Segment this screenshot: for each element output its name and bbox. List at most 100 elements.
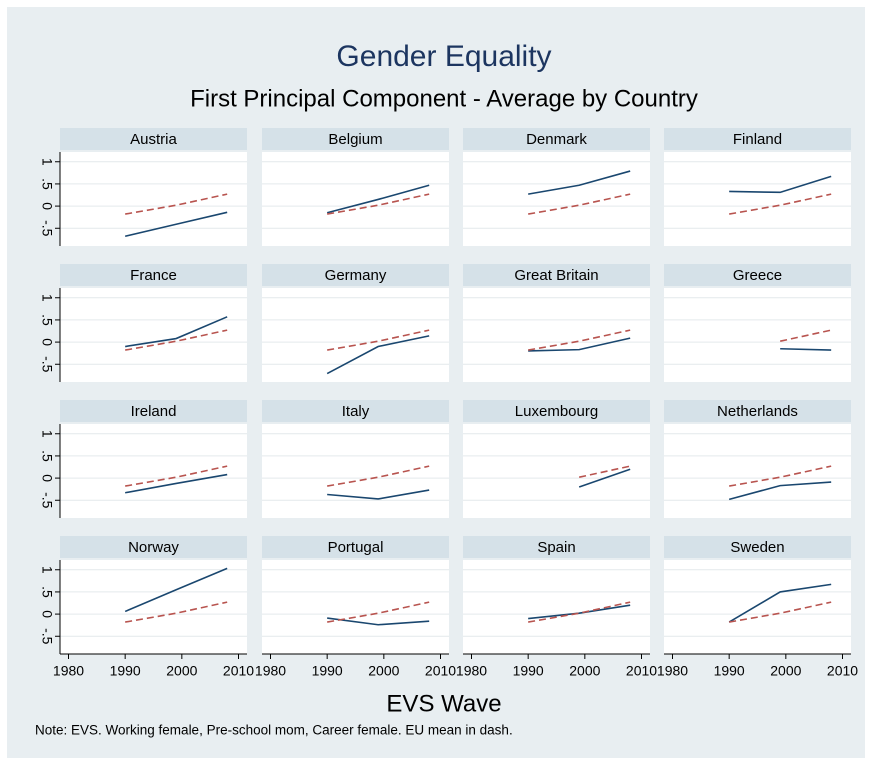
panel-title-bar [463, 264, 650, 286]
plot-area [463, 152, 650, 246]
panel-title-bar [262, 128, 449, 150]
panel-title: Spain [537, 539, 575, 556]
plot-area [60, 288, 247, 382]
series-line [528, 193, 631, 215]
panel-title-bar [60, 400, 247, 422]
x-tick-label: 2000 [569, 663, 600, 679]
series-line [528, 329, 631, 351]
note: Note: EVS. Working female, Pre-school mo… [35, 723, 513, 738]
series-line [728, 583, 832, 623]
series-line [125, 316, 228, 348]
x-tick-label: 1990 [714, 663, 745, 679]
y-tick-label: .5 [39, 178, 55, 190]
panel-title: Germany [325, 267, 387, 284]
series-line [578, 465, 631, 478]
panel-title: Ireland [131, 403, 177, 420]
panel-title-bar [664, 400, 851, 422]
panel-title: Netherlands [717, 403, 798, 420]
series-line [124, 211, 228, 238]
series-line [124, 567, 228, 613]
panel-title-bar [463, 400, 650, 422]
plot-area [60, 560, 247, 654]
chart-subtitle: First Principal Component - Average by C… [190, 85, 698, 112]
panel-title: Belgium [328, 131, 382, 148]
panel-title-bar [463, 536, 650, 558]
y-tick-label: -.5 [39, 492, 55, 509]
series-line [125, 473, 228, 494]
y-tick-label: 0 [39, 610, 55, 618]
panel-title-bar [463, 128, 650, 150]
plot-area [262, 288, 449, 382]
panel-title: Finland [733, 131, 782, 148]
series-line [125, 193, 228, 215]
x-tick-label: 1980 [53, 663, 84, 679]
series-line [326, 335, 430, 375]
panel-title-bar [60, 128, 247, 150]
panel-title-bar [664, 264, 851, 286]
y-tick-label: .5 [39, 450, 55, 462]
x-tick-label: 2000 [166, 663, 197, 679]
series-line [327, 601, 430, 623]
y-tick-label: 0 [39, 474, 55, 482]
panel-title-bar [60, 264, 247, 286]
x-tick-label: 2010 [425, 663, 456, 679]
panel-title-bar [262, 400, 449, 422]
x-tick-label: 1980 [456, 663, 487, 679]
series-line [528, 337, 631, 352]
panel-title-bar [664, 536, 851, 558]
panel-title: Italy [342, 403, 370, 420]
y-tick-label: -.5 [39, 628, 55, 645]
panel-title: Sweden [730, 539, 784, 556]
panel-title: Great Britain [514, 267, 598, 284]
x-tick-label: 1990 [513, 663, 544, 679]
y-tick-label: 1 [39, 566, 55, 574]
x-axis-label: EVS Wave [386, 690, 501, 717]
plot-area [262, 424, 449, 518]
series-line [327, 465, 430, 487]
x-tick-label: 2010 [827, 663, 858, 679]
plot-area [664, 424, 851, 518]
y-tick-label: 0 [39, 338, 55, 346]
plot-area [664, 560, 851, 654]
y-tick-label: -.5 [39, 356, 55, 373]
y-tick-label: 0 [39, 202, 55, 210]
plot-area [60, 152, 247, 246]
x-tick-label: 1990 [312, 663, 343, 679]
series-line [125, 601, 228, 623]
series-line [729, 601, 832, 623]
panel-title: Norway [128, 539, 179, 556]
series-line [326, 184, 430, 214]
series-line [729, 193, 832, 215]
chart-title: Gender Equality [336, 40, 551, 73]
panel-title: Portugal [328, 539, 384, 556]
panel-title-bar [262, 264, 449, 286]
panel-title: Denmark [526, 131, 587, 148]
y-tick-label: .5 [39, 586, 55, 598]
series-line [327, 617, 430, 626]
x-tick-label: 1980 [255, 663, 286, 679]
series-line [125, 465, 228, 487]
plot-area [463, 424, 650, 518]
series-line [528, 604, 631, 620]
series-line [528, 601, 631, 623]
y-tick-label: 1 [39, 430, 55, 438]
y-tick-label: .5 [39, 314, 55, 326]
series-line [780, 347, 832, 351]
series-line [327, 489, 430, 500]
panel-title: Luxembourg [515, 403, 598, 420]
series-line [125, 329, 228, 351]
y-tick-label: -.5 [39, 220, 55, 237]
x-tick-label: 2000 [770, 663, 801, 679]
y-tick-label: 1 [39, 158, 55, 166]
plot-area [262, 152, 449, 246]
plot-area [664, 152, 851, 246]
plot-area [463, 288, 650, 382]
y-tick-label: 1 [39, 294, 55, 302]
series-line [327, 329, 430, 351]
series-line [729, 175, 832, 194]
plot-area [664, 288, 851, 382]
plot-area [262, 560, 449, 654]
x-tick-label: 2010 [223, 663, 254, 679]
panel-title-bar [262, 536, 449, 558]
